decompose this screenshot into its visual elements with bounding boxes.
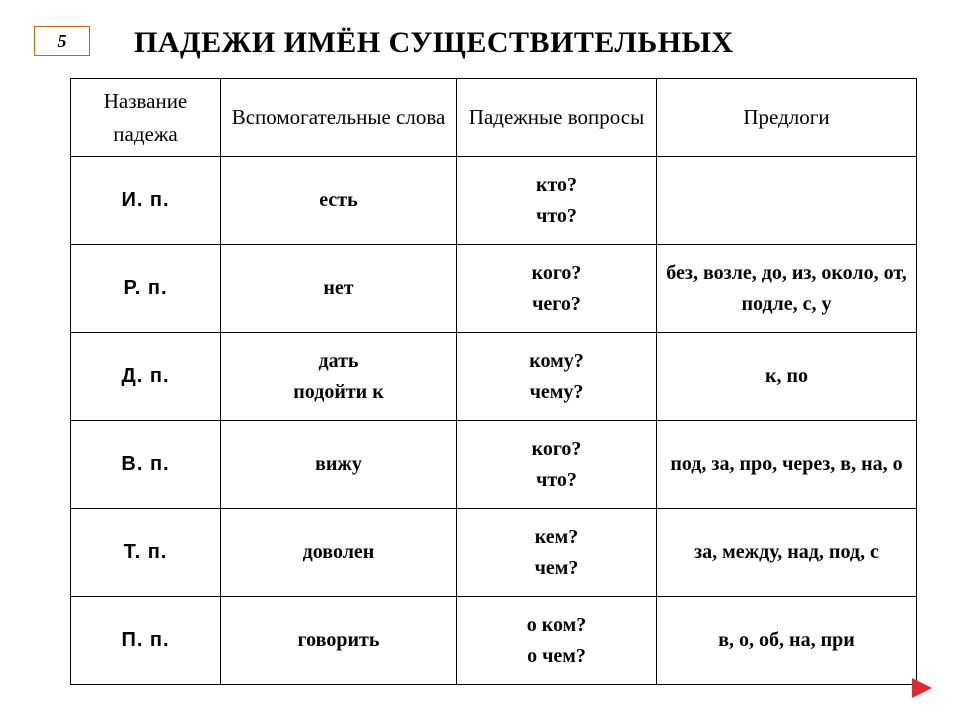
cases-table: Название падежа Вспомогательные слова Па… — [70, 78, 917, 685]
prepositions-cell: без, возле, до, из, около, от, подле, с,… — [657, 245, 917, 333]
helper-cell: доволен — [221, 509, 457, 597]
questions-cell: кому?чему? — [457, 333, 657, 421]
table-row: В. п. вижу кого?что? под, за, про, через… — [71, 421, 917, 509]
table-header-row: Название падежа Вспомогательные слова Па… — [71, 79, 917, 157]
table-row: Р. п. нет кого?чего? без, возле, до, из,… — [71, 245, 917, 333]
col-header-prepositions: Предлоги — [657, 79, 917, 157]
case-name: Р. п. — [71, 245, 221, 333]
page-number-box: 5 — [34, 26, 90, 56]
case-name: И. п. — [71, 157, 221, 245]
next-arrow-icon[interactable] — [912, 678, 932, 698]
table-row: Т. п. доволен кем?чем? за, между, над, п… — [71, 509, 917, 597]
case-name: Д. п. — [71, 333, 221, 421]
slide: 5 ПАДЕЖИ ИМЁН СУЩЕСТВИТЕЛЬНЫХ Название п… — [0, 0, 960, 720]
helper-cell: говорить — [221, 597, 457, 685]
helper-cell: вижу — [221, 421, 457, 509]
questions-cell: о ком?о чем? — [457, 597, 657, 685]
case-name: Т. п. — [71, 509, 221, 597]
questions-cell: кем?чем? — [457, 509, 657, 597]
col-header-helper: Вспомогательные слова — [221, 79, 457, 157]
helper-cell: есть — [221, 157, 457, 245]
table-row: Д. п. датьподойти к кому?чему? к, по — [71, 333, 917, 421]
col-header-questions: Падежные вопросы — [457, 79, 657, 157]
prepositions-cell: в, о, об, на, при — [657, 597, 917, 685]
col-header-case: Название падежа — [71, 79, 221, 157]
helper-cell: датьподойти к — [221, 333, 457, 421]
questions-cell: кого?чего? — [457, 245, 657, 333]
questions-cell: кто?что? — [457, 157, 657, 245]
helper-cell: нет — [221, 245, 457, 333]
prepositions-cell: под, за, про, через, в, на, о — [657, 421, 917, 509]
questions-cell: кого?что? — [457, 421, 657, 509]
prepositions-cell — [657, 157, 917, 245]
case-name: В. п. — [71, 421, 221, 509]
table-row: И. п. есть кто?что? — [71, 157, 917, 245]
prepositions-cell: за, между, над, под, с — [657, 509, 917, 597]
case-name: П. п. — [71, 597, 221, 685]
page-number: 5 — [58, 31, 67, 52]
table-row: П. п. говорить о ком?о чем? в, о, об, на… — [71, 597, 917, 685]
page-title: ПАДЕЖИ ИМЁН СУЩЕСТВИТЕЛЬНЫХ — [134, 26, 930, 60]
prepositions-cell: к, по — [657, 333, 917, 421]
